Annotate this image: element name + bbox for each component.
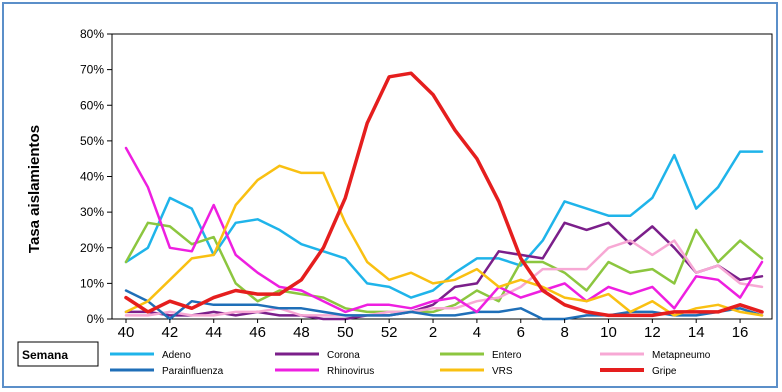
x-tick-label: 14: [688, 324, 705, 341]
legend-item-vrs: VRS: [440, 366, 513, 377]
y-tick-label: 60%: [80, 98, 104, 112]
legend-label: Adeno: [162, 350, 191, 361]
y-tick-label: 80%: [80, 27, 104, 41]
x-tick-label: 52: [381, 324, 398, 341]
series-lines: [124, 71, 764, 321]
series-line-corona: [124, 221, 764, 321]
series-line-parainfluenza: [124, 289, 764, 321]
x-axis-ticks: 40 42 44 46 48 50 52 2 4 6 8 10 12 14 16: [118, 319, 749, 341]
legend-item-metapneumo: Metapneumo: [600, 350, 711, 361]
legend-item-gripe: Gripe: [600, 366, 677, 377]
legend-label: Rhinovirus: [327, 366, 374, 377]
x-tick-label: 16: [732, 324, 749, 341]
y-tick-label: 10%: [80, 276, 104, 290]
legend-label: Entero: [492, 350, 522, 361]
x-tick-label: 8: [560, 324, 568, 341]
y-tick-label: 40%: [80, 170, 104, 184]
legend-item-parainfluenza: Parainfluenza: [110, 366, 224, 377]
x-tick-label: 6: [517, 324, 525, 341]
xlabel-box: [17, 341, 99, 367]
x-tick-label: 42: [162, 324, 179, 341]
x-tick-label: 2: [429, 324, 437, 341]
x-tick-label: 46: [249, 324, 266, 341]
y-tick-label: 30%: [80, 205, 104, 219]
legend-item-adeno: Adeno: [110, 350, 191, 361]
legend-item-entero: Entero: [440, 350, 522, 361]
legend-label: Metapneumo: [652, 350, 711, 361]
x-tick-label: 12: [644, 324, 661, 341]
x-tick-label: 50: [337, 324, 354, 341]
legend-label: Gripe: [652, 366, 677, 377]
x-axis-label: Semana: [22, 348, 68, 362]
legend: Adeno Corona Entero Metapneumo Parainfluenza…: [110, 350, 711, 377]
x-tick-label: 48: [293, 324, 310, 341]
legend-label: VRS: [492, 366, 513, 377]
legend-item-corona: Corona: [275, 350, 360, 361]
y-axis-label: Tasa aislamientos: [26, 125, 43, 253]
x-tick-label: 44: [205, 324, 222, 341]
series-line-gripe: [124, 71, 764, 318]
series-line-rhinovirus: [124, 146, 764, 314]
series-line-vrs: [124, 164, 764, 317]
legend-label: Parainfluenza: [162, 366, 224, 377]
series-line-metapneumo: [124, 239, 764, 317]
x-tick-label: 10: [600, 324, 617, 341]
y-tick-label: 20%: [80, 241, 104, 255]
y-tick-label: 70%: [80, 63, 104, 77]
x-tick-label: 4: [473, 324, 481, 341]
x-tick-label: 40: [118, 324, 135, 341]
legend-item-rhinovirus: Rhinovirus: [275, 366, 374, 377]
y-tick-label: 50%: [80, 134, 104, 148]
y-tick-label: 0%: [87, 312, 105, 326]
legend-label: Corona: [327, 350, 360, 361]
plot-area: [111, 33, 773, 320]
y-axis-ticks: 0% 10% 20% 30% 40% 50% 60% 70% 80%: [80, 27, 112, 326]
